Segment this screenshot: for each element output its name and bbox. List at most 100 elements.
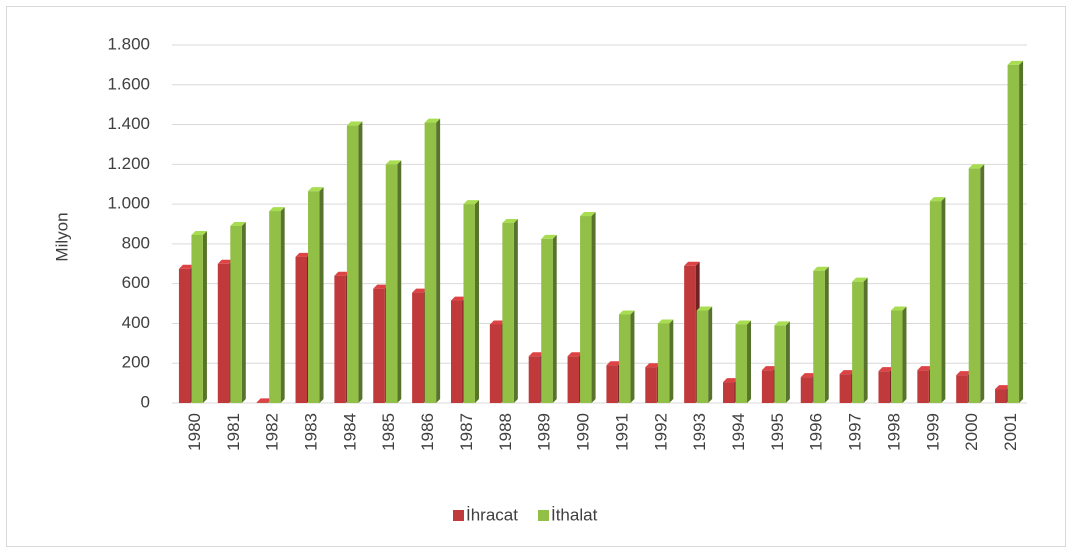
bar bbox=[890, 306, 907, 403]
x-tick-label: 1989 bbox=[535, 413, 554, 451]
bar-face bbox=[657, 323, 670, 403]
bar-face bbox=[968, 168, 981, 403]
bar-top bbox=[813, 266, 829, 271]
bar-face bbox=[489, 324, 502, 403]
bar-top bbox=[334, 271, 350, 276]
x-tick-label: 1999 bbox=[923, 413, 942, 451]
y-tick-label: 1.600 bbox=[107, 74, 150, 93]
bar-top bbox=[269, 207, 285, 212]
x-tick-label: 1986 bbox=[418, 413, 437, 451]
bar-side bbox=[552, 234, 557, 403]
bar-top bbox=[1007, 60, 1024, 65]
y-axis-label: Milyon bbox=[52, 212, 71, 261]
x-tick-label: 1980 bbox=[185, 413, 204, 451]
bar-top bbox=[696, 306, 713, 311]
bar-face bbox=[256, 402, 269, 403]
bar-face bbox=[890, 310, 903, 403]
bar-side bbox=[902, 306, 907, 403]
bar bbox=[929, 197, 946, 403]
bar bbox=[696, 306, 713, 403]
bar bbox=[308, 187, 324, 403]
bar bbox=[852, 277, 868, 403]
bar-top bbox=[308, 187, 324, 192]
bar-top bbox=[645, 363, 661, 368]
x-tick-label: 1981 bbox=[224, 413, 243, 451]
bar bbox=[541, 234, 557, 403]
bar-face bbox=[412, 292, 424, 403]
bar-face bbox=[541, 238, 553, 403]
bar-face bbox=[178, 268, 191, 403]
bar-face bbox=[839, 374, 852, 403]
bar-top bbox=[346, 121, 363, 126]
bar-face bbox=[269, 211, 281, 403]
bar bbox=[580, 212, 596, 403]
bar-side bbox=[319, 187, 324, 403]
bar-face bbox=[502, 223, 514, 403]
bar-top bbox=[800, 373, 817, 378]
bar-side bbox=[941, 197, 946, 403]
bar-top bbox=[385, 160, 402, 165]
bar-face bbox=[645, 367, 657, 403]
bar-side bbox=[980, 164, 985, 403]
bar-top bbox=[256, 398, 273, 403]
bar-top bbox=[995, 385, 1011, 390]
x-tick-label: 1991 bbox=[612, 413, 631, 451]
bar-top bbox=[230, 221, 246, 226]
x-tick-label: 1985 bbox=[379, 413, 398, 451]
y-tick-label: 1.000 bbox=[107, 194, 150, 213]
y-tick-label: 600 bbox=[122, 273, 150, 292]
y-tick-label: 400 bbox=[122, 313, 150, 332]
bar-face bbox=[295, 256, 308, 403]
bar-face bbox=[735, 324, 748, 403]
bar bbox=[774, 321, 790, 403]
bar-side bbox=[824, 266, 829, 403]
bar-face bbox=[852, 281, 864, 403]
bar-side bbox=[785, 321, 790, 403]
bar-top bbox=[489, 320, 506, 325]
x-tick-label: 1996 bbox=[807, 413, 826, 451]
bar-side bbox=[630, 310, 635, 403]
bar-top bbox=[657, 319, 674, 324]
chart-border bbox=[6, 6, 1066, 547]
bar-side bbox=[747, 320, 752, 403]
bar bbox=[1007, 60, 1024, 404]
bar-side bbox=[202, 230, 207, 403]
bar-face bbox=[800, 377, 813, 403]
y-tick-label: 200 bbox=[122, 353, 150, 372]
bar-side bbox=[397, 160, 402, 403]
x-tick-label: 1983 bbox=[302, 413, 321, 451]
bar-side bbox=[863, 277, 868, 403]
x-tick-label: 1994 bbox=[729, 413, 748, 451]
bar bbox=[968, 164, 985, 403]
bar bbox=[502, 219, 518, 403]
bar-face bbox=[528, 356, 541, 403]
bar-top bbox=[774, 321, 790, 326]
bar-top bbox=[373, 284, 389, 289]
bar-top bbox=[502, 219, 518, 224]
bar-side bbox=[241, 221, 246, 403]
bar-top bbox=[929, 197, 946, 202]
bar-top bbox=[178, 264, 195, 269]
bar-side bbox=[513, 219, 518, 403]
bar-side bbox=[669, 319, 674, 403]
bar bbox=[191, 230, 207, 403]
x-tick-label: 2001 bbox=[1001, 413, 1020, 451]
bar-top bbox=[968, 164, 985, 169]
bar bbox=[269, 207, 285, 403]
y-tick-label: 1.200 bbox=[107, 154, 150, 173]
bar-top bbox=[217, 259, 234, 264]
bar bbox=[657, 319, 674, 403]
bar-face bbox=[618, 314, 631, 403]
legend-swatch bbox=[537, 510, 549, 521]
bar-side bbox=[358, 121, 363, 404]
bar-face bbox=[956, 375, 968, 403]
bar-face bbox=[696, 310, 709, 403]
x-tick-label: 1997 bbox=[846, 413, 865, 451]
x-tick-label: 1982 bbox=[263, 413, 282, 451]
x-tick-label: 1990 bbox=[574, 413, 593, 451]
bar-face bbox=[761, 370, 774, 403]
y-tick-label: 1.400 bbox=[107, 114, 150, 133]
bar-side bbox=[436, 118, 441, 404]
bar-top bbox=[723, 378, 739, 383]
